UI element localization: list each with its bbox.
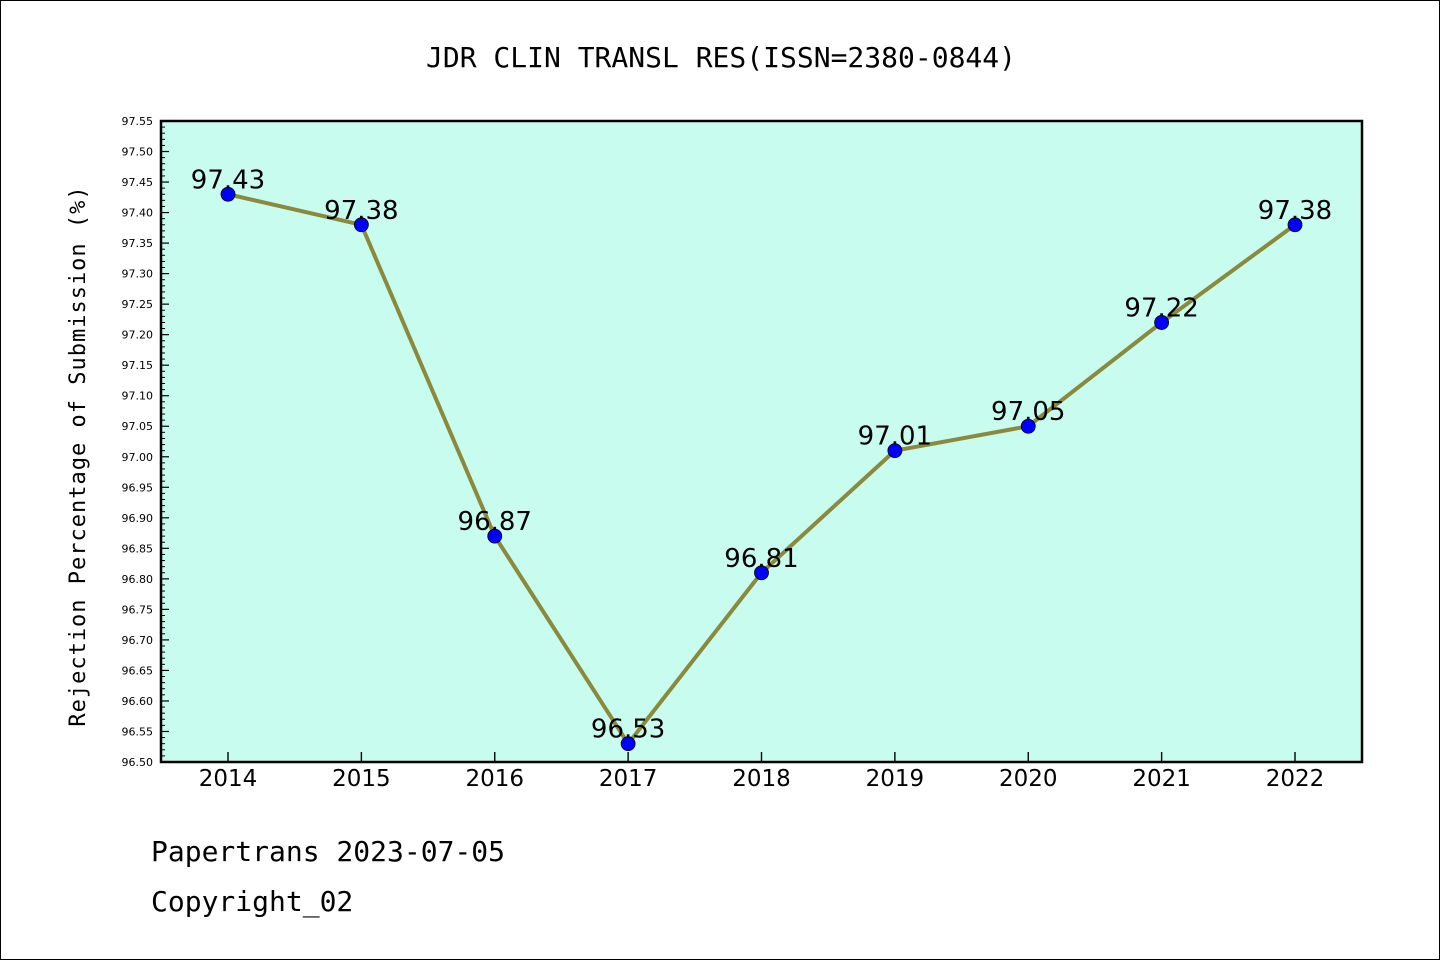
y-tick-label: 97.30 <box>122 268 154 281</box>
data-point <box>620 736 636 752</box>
data-label: 96.87 <box>458 507 532 537</box>
y-tick-label: 97.40 <box>122 207 154 220</box>
y-tick-label: 96.90 <box>122 512 154 525</box>
footer-copyright: Copyright_02 <box>151 885 354 918</box>
chart-title: JDR CLIN TRANSL RES(ISSN=2380-0844) <box>426 41 1016 74</box>
data-label: 97.05 <box>991 397 1065 427</box>
data-label: 97.22 <box>1124 293 1198 323</box>
data-point <box>487 528 503 544</box>
data-point <box>887 443 903 459</box>
x-tick-label: 2017 <box>599 766 658 792</box>
y-tick-label: 96.85 <box>122 542 154 555</box>
y-tick-label: 97.55 <box>122 115 154 128</box>
data-label: 97.38 <box>324 196 398 226</box>
y-tick-label: 96.65 <box>122 664 154 677</box>
data-label: 96.53 <box>591 715 665 745</box>
data-point <box>1020 418 1036 434</box>
data-label: 97.01 <box>858 422 932 452</box>
x-tick-label: 2022 <box>1266 766 1325 792</box>
y-tick-label: 96.95 <box>122 481 154 494</box>
y-tick-label: 96.75 <box>122 603 154 616</box>
y-tick-label: 96.60 <box>122 695 154 708</box>
y-tick-label: 97.20 <box>122 329 154 342</box>
y-tick-label: 96.55 <box>122 725 154 738</box>
y-tick-label: 97.00 <box>122 451 154 464</box>
x-tick-label: 2015 <box>332 766 391 792</box>
y-tick-label: 96.80 <box>122 573 154 586</box>
data-point <box>1287 217 1303 233</box>
x-tick-label: 2016 <box>465 766 524 792</box>
x-tick-label: 2019 <box>866 766 925 792</box>
data-label: 97.43 <box>191 165 265 195</box>
x-axis-ticks: 2014 2015 2016 2017 2018 2019 2020 2021 2022 <box>199 752 1325 792</box>
y-tick-label: 97.45 <box>122 176 154 189</box>
x-tick-label: 2014 <box>199 766 258 792</box>
data-point <box>220 186 236 202</box>
plot-border <box>159 119 1364 764</box>
y-tick-label: 96.50 <box>122 756 154 769</box>
y-tick-label: 97.25 <box>122 298 154 311</box>
y-tick-label: 97.10 <box>122 390 154 403</box>
footer-date: Papertrans 2023-07-05 <box>151 835 506 868</box>
data-label-group: 97.43 97.38 96.87 96.53 96.81 97.01 97.05 97.22… <box>191 165 1332 744</box>
y-axis-label: Rejection Percentage of Submission (%) <box>66 185 91 726</box>
data-point <box>1154 315 1170 330</box>
y-tick-label: 97.35 <box>122 237 154 250</box>
x-tick-label: 2021 <box>1132 766 1191 792</box>
marker-group <box>220 186 1303 752</box>
y-tick-label: 97.15 <box>122 359 154 372</box>
x-tick-label: 2018 <box>732 766 791 792</box>
data-label: 97.38 <box>1258 196 1332 226</box>
y-tick-label: 96.70 <box>122 634 154 647</box>
data-label: 96.81 <box>724 544 798 574</box>
x-tick-label: 2020 <box>999 766 1058 792</box>
data-point <box>754 565 769 581</box>
y-axis-ticks: 96.50 96.55 96.60 96.65 96.70 96.75 96.80 96.85… <box>122 115 169 769</box>
y-tick-label: 97.05 <box>122 420 154 433</box>
y-tick-label: 97.50 <box>122 146 154 159</box>
data-point <box>353 217 369 233</box>
